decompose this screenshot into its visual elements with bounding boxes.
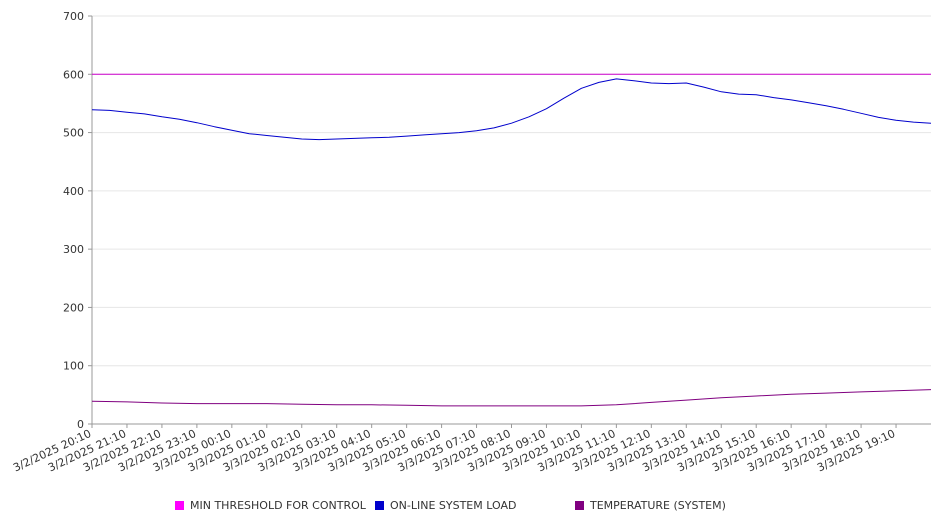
- legend-item-min-threshold: MIN THRESHOLD FOR CONTROL: [175, 499, 366, 512]
- axes: [88, 15, 931, 428]
- legend-item-temperature: TEMPERATURE (SYSTEM): [575, 499, 726, 512]
- legend-label-temperature: TEMPERATURE (SYSTEM): [590, 499, 726, 512]
- legend-label-min-threshold: MIN THRESHOLD FOR CONTROL: [190, 499, 366, 512]
- y-tick-label: 700: [63, 10, 84, 23]
- y-tick-label: 500: [63, 127, 84, 140]
- series-lines: [91, 73, 932, 407]
- legend-swatch-system-load: [375, 501, 384, 510]
- legend-swatch-min-threshold: [175, 501, 184, 510]
- legend-item-system-load: ON-LINE SYSTEM LOAD: [375, 499, 516, 512]
- y-tick-label: 0: [77, 418, 84, 431]
- line-chart: 0 100 200 300 400 500 600 700 3/2/2025 20:103/2…: [11, 10, 932, 475]
- y-tick-label: 400: [63, 185, 84, 198]
- series-line-on-line-system-load: [91, 78, 932, 141]
- y-tick-label: 300: [63, 243, 84, 256]
- x-axis-tick-labels: 3/2/2025 20:103/2/2025 21:103/2/2025 22:…: [11, 427, 897, 475]
- legend: MIN THRESHOLD FOR CONTROL ON-LINE SYSTEM…: [175, 499, 875, 513]
- y-tick-label: 200: [63, 301, 84, 314]
- y-tick-label: 600: [63, 68, 84, 81]
- legend-swatch-temperature: [575, 501, 584, 510]
- legend-label-system-load: ON-LINE SYSTEM LOAD: [390, 499, 517, 512]
- gridlines: [92, 15, 931, 367]
- y-tick-label: 100: [63, 360, 84, 373]
- series-line-temperature-system: [91, 389, 932, 407]
- y-axis-tick-labels: 0 100 200 300 400 500 600 700: [63, 10, 84, 431]
